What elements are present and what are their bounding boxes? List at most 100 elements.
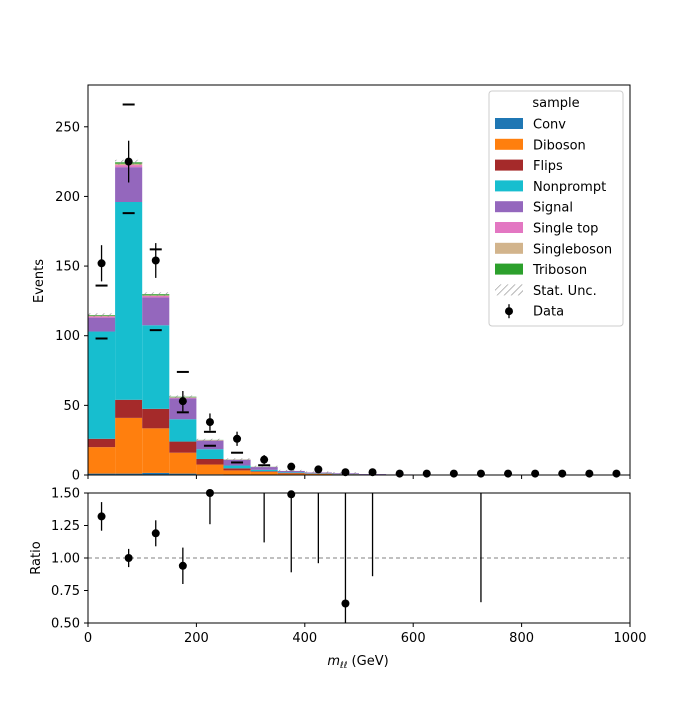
legend-swatch xyxy=(495,160,523,171)
data-point xyxy=(260,456,268,464)
bar-flips xyxy=(142,409,169,429)
bar-flips xyxy=(251,471,278,472)
legend-swatch xyxy=(495,180,523,191)
bar-flips xyxy=(88,439,115,447)
y-tick-label: 0 xyxy=(72,469,80,484)
data-point xyxy=(125,158,133,166)
bar-nonprompt xyxy=(196,449,223,459)
legend-label: Singleboson xyxy=(533,242,612,257)
bar-diboson xyxy=(224,470,251,474)
x-tick-label: 0 xyxy=(84,631,92,646)
legend-label: Data xyxy=(533,305,564,320)
ratio-y-tick-label: 0.50 xyxy=(51,617,80,632)
stat-unc-bin xyxy=(224,458,251,460)
x-axis-label-symbol: m xyxy=(327,654,340,669)
x-tick-label: 400 xyxy=(292,631,317,646)
ratio-point xyxy=(152,529,160,537)
bar-signal xyxy=(142,297,169,325)
ratio-points xyxy=(98,489,481,623)
legend-label: Nonprompt xyxy=(533,180,606,195)
data-point xyxy=(423,470,431,478)
ratio-point xyxy=(287,490,295,498)
legend-label: Stat. Unc. xyxy=(533,284,597,299)
legend-swatch xyxy=(495,201,523,212)
legend-data-marker xyxy=(505,307,513,315)
bar-flips xyxy=(196,459,223,465)
legend-label: Single top xyxy=(533,222,598,237)
legend-title: sample xyxy=(532,96,579,111)
bar-nonprompt xyxy=(251,470,278,471)
y-tick-label: 150 xyxy=(55,260,80,275)
ratio-y-tick-label: 1.00 xyxy=(51,552,80,567)
bar-diboson xyxy=(115,418,142,474)
bar-diboson xyxy=(142,428,169,473)
stat-unc-bin xyxy=(196,439,223,441)
legend-swatch xyxy=(495,264,523,275)
bar-signal xyxy=(88,318,115,332)
data-point xyxy=(531,470,539,478)
bar-flips xyxy=(224,468,251,470)
x-tick-label: 800 xyxy=(509,631,534,646)
bar-flips xyxy=(115,400,142,418)
data-point xyxy=(152,257,160,265)
stat-unc-bin xyxy=(88,313,115,317)
stat-unc-bin xyxy=(142,292,169,296)
y-tick-label: 250 xyxy=(55,120,80,135)
legend-swatch xyxy=(495,222,523,233)
data-point xyxy=(558,470,566,478)
bar-diboson xyxy=(251,472,278,475)
ratio-point xyxy=(98,512,106,520)
data-point xyxy=(504,470,512,478)
x-tick-label: 1000 xyxy=(613,631,646,646)
bar-nonprompt xyxy=(169,419,196,441)
bar-nonprompt xyxy=(278,472,305,473)
legend-label: Diboson xyxy=(533,138,586,153)
bar-diboson xyxy=(169,453,196,474)
bar-nonprompt xyxy=(115,202,142,400)
data-point xyxy=(450,470,458,478)
data-point xyxy=(233,435,241,443)
legend-swatch xyxy=(495,243,523,254)
ratio-y-tick-label: 1.50 xyxy=(51,487,80,502)
y-tick-label: 200 xyxy=(55,190,80,205)
data-point xyxy=(179,397,187,405)
bar-single-top xyxy=(142,296,169,297)
data-point xyxy=(314,465,322,473)
legend-label: Flips xyxy=(533,159,563,174)
x-tick-label: 200 xyxy=(184,631,209,646)
x-axis-label-unit: (GeV) xyxy=(347,654,388,669)
ratio-plot-frame xyxy=(88,493,630,623)
legend: sample Conv Diboson Flips Nonprompt Signal Si… xyxy=(489,91,623,326)
ratio-point xyxy=(341,600,349,608)
legend-swatch xyxy=(495,118,523,129)
ratio-point xyxy=(125,554,133,562)
x-tick-label: 600 xyxy=(401,631,426,646)
y-tick-label: 100 xyxy=(55,329,80,344)
bar-flips xyxy=(169,442,196,453)
ratio-point xyxy=(179,562,187,570)
legend-label: Conv xyxy=(533,118,566,133)
x-axis-label-subscript: ℓℓ xyxy=(339,661,347,671)
bar-nonprompt xyxy=(142,325,169,409)
legend-swatch-stat-unc xyxy=(495,284,523,295)
bar-diboson xyxy=(88,447,115,473)
data-point xyxy=(612,470,620,478)
data-point xyxy=(287,463,295,471)
bar-nonprompt xyxy=(88,332,115,439)
data-point xyxy=(396,470,404,478)
ratio-y-tick-label: 0.75 xyxy=(51,584,80,599)
x-axis-label: mℓℓ (GeV) xyxy=(327,654,388,671)
data-point xyxy=(98,259,106,267)
y-axis-label-ratio: Ratio xyxy=(29,541,44,574)
y-tick-label: 50 xyxy=(63,399,80,414)
legend-swatch xyxy=(495,139,523,150)
bar-nonprompt xyxy=(224,466,251,469)
legend-label: Signal xyxy=(533,201,573,216)
y-axis-label-events: Events xyxy=(32,259,47,303)
legend-label: Triboson xyxy=(532,263,587,278)
data-point xyxy=(206,418,214,426)
bar-diboson xyxy=(196,465,223,475)
